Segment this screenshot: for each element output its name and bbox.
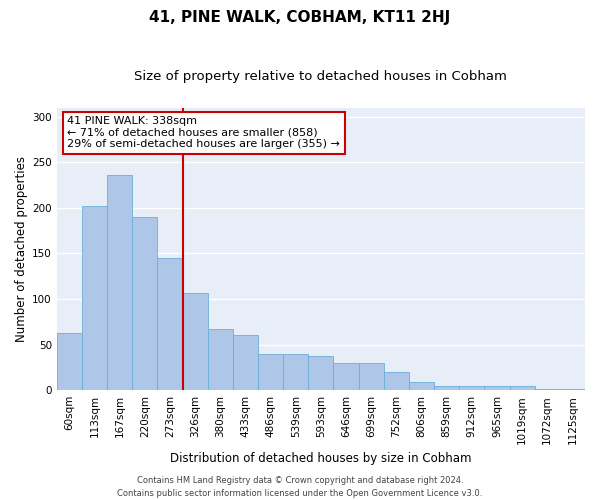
Bar [107,175,132,390]
Bar [334,362,359,390]
Bar [258,354,283,390]
Bar [57,332,82,390]
Bar [409,382,434,390]
Bar [132,217,157,390]
Bar [233,336,258,390]
Y-axis label: Number of detached properties: Number of detached properties [15,156,28,342]
Bar [359,362,384,390]
Text: Contains HM Land Registry data © Crown copyright and database right 2024.
Contai: Contains HM Land Registry data © Crown c… [118,476,482,498]
Bar [384,372,409,390]
Bar [82,206,107,390]
Bar [535,389,560,390]
Bar [459,386,484,390]
Bar [560,389,585,390]
Bar [208,329,233,390]
Text: 41, PINE WALK, COBHAM, KT11 2HJ: 41, PINE WALK, COBHAM, KT11 2HJ [149,10,451,25]
Title: Size of property relative to detached houses in Cobham: Size of property relative to detached ho… [134,70,508,83]
Bar [484,386,509,390]
Bar [509,386,535,390]
Bar [283,354,308,390]
Bar [157,258,182,390]
Text: 41 PINE WALK: 338sqm
← 71% of detached houses are smaller (858)
29% of semi-deta: 41 PINE WALK: 338sqm ← 71% of detached h… [67,116,340,150]
X-axis label: Distribution of detached houses by size in Cobham: Distribution of detached houses by size … [170,452,472,465]
Bar [308,356,334,390]
Bar [434,386,459,390]
Bar [182,292,208,390]
